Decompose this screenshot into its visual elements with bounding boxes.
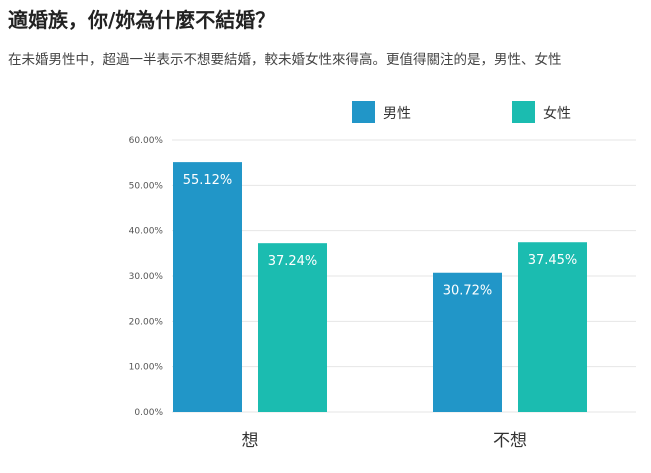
x-category-label: 想 [242,431,259,451]
legend-swatch-male [352,101,375,123]
page-title: 適婚族，你/妳為什麼不結婚？ [8,8,276,32]
legend-label: 女性 [543,105,571,122]
data-label: 37.45% [528,253,578,268]
bar-female [258,243,327,412]
y-tick-label: 20.00% [129,317,164,327]
page-subtitle: 在未婚男性中，超過一半表示不想要結婚，較未婚女性來得高。更值得關注的是，男性、女… [8,52,562,68]
bar-female [518,242,587,412]
legend-swatch-female [512,101,535,123]
data-label: 30.72% [443,284,493,299]
bar-male [433,272,502,412]
data-label: 37.24% [268,254,318,269]
y-tick-label: 60.00% [129,136,164,146]
y-tick-label: 50.00% [129,181,164,191]
legend-label: 男性 [383,106,411,122]
y-tick-label: 40.00% [129,227,164,237]
y-tick-label: 30.00% [129,272,164,282]
y-tick-label: 10.00% [129,363,164,373]
y-tick-label: 0.00% [134,408,163,418]
data-label: 55.12% [183,173,233,188]
x-category-label: 不想 [493,431,527,451]
bar-male [173,162,242,412]
